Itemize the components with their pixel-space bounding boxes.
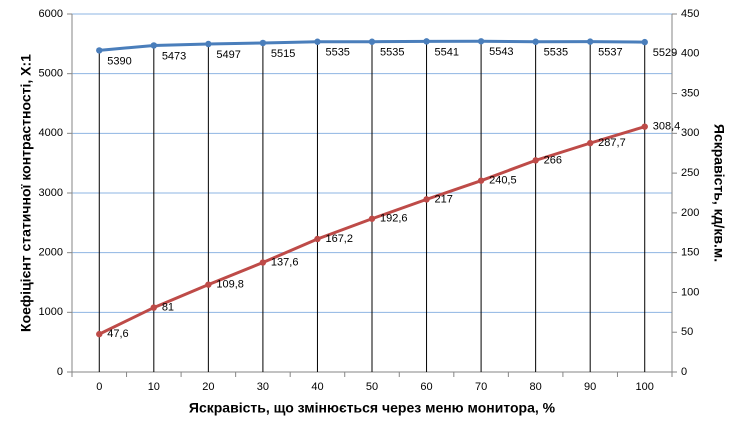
point [423, 196, 430, 203]
y-tick-label: 6000 [39, 8, 63, 20]
y2-tick-label: 50 [681, 326, 693, 338]
data-label: 192,6 [380, 213, 408, 225]
x-tick-label: 80 [530, 381, 542, 393]
y2-tick-label: 200 [681, 207, 699, 219]
point [259, 39, 267, 47]
y-tick-label: 1000 [39, 306, 63, 318]
point [150, 304, 158, 311]
y2-tick-label: 400 [681, 48, 699, 60]
point [641, 123, 648, 130]
point [477, 177, 485, 184]
y-tick-label: 5000 [39, 68, 63, 80]
x-tick-label: 50 [366, 381, 378, 393]
x-tick-label: 30 [257, 381, 269, 393]
y2-tick-label: 0 [681, 366, 687, 378]
y2-tick-label: 300 [681, 127, 699, 139]
data-label: 5497 [216, 49, 240, 61]
data-label: 137,6 [271, 256, 299, 268]
data-label: 217 [435, 193, 453, 205]
y-tick-label: 2000 [39, 247, 63, 259]
x-tick-label: 40 [311, 381, 323, 393]
y2-tick-label: 350 [681, 87, 699, 99]
data-label: 5535 [325, 47, 349, 59]
x-tick-label: 60 [420, 381, 432, 393]
x-tick-label: 0 [96, 381, 102, 393]
data-label: 167,2 [325, 233, 353, 245]
point [586, 139, 594, 147]
data-label: 5390 [107, 55, 131, 67]
x-tick-label: 20 [202, 381, 214, 393]
point [586, 38, 594, 45]
data-label: 287,7 [598, 137, 626, 149]
point [532, 38, 539, 45]
y2-tick-label: 100 [681, 286, 699, 298]
y2-tick-label: 150 [681, 247, 699, 259]
point [205, 40, 212, 48]
point [368, 38, 376, 45]
data-label: 5535 [380, 47, 404, 59]
data-label: 5515 [271, 48, 295, 60]
data-label: 5537 [598, 47, 622, 59]
point [150, 42, 158, 49]
y2-tick-label: 250 [681, 167, 699, 179]
data-label: 5529 [653, 47, 677, 59]
point [96, 330, 103, 338]
point [205, 281, 212, 288]
y-tick-label: 3000 [39, 187, 63, 199]
point [477, 38, 485, 45]
point [259, 259, 267, 266]
point [96, 47, 103, 54]
data-label: 308,4 [653, 121, 681, 133]
x-tick-label: 70 [475, 381, 487, 393]
x-tick-label: 100 [636, 381, 654, 393]
point [368, 215, 376, 222]
data-label: 266 [544, 154, 562, 166]
data-label: 81 [162, 301, 174, 313]
y-axis-title: Коефіцієнт статичної контрастності, Х:1 [18, 54, 34, 332]
data-label: 5473 [162, 50, 186, 62]
data-label: 47,6 [107, 328, 128, 340]
point [314, 38, 321, 45]
y-tick-label: 0 [57, 366, 63, 378]
data-label: 240,5 [489, 175, 517, 187]
point [314, 235, 321, 243]
data-label: 5535 [544, 47, 568, 59]
x-axis-title: Яскравість, що змінюється через меню мон… [189, 400, 556, 416]
y2-tick-label: 450 [681, 8, 699, 20]
x-tick-label: 90 [584, 381, 596, 393]
y-tick-label: 4000 [39, 127, 63, 139]
point [423, 38, 430, 45]
data-label: 5541 [435, 46, 459, 58]
point [532, 157, 539, 164]
y2-axis-title: Яскравість, кд/кв.м. [711, 124, 727, 262]
point [641, 38, 648, 46]
x-tick-label: 10 [148, 381, 160, 393]
data-label: 5543 [489, 46, 513, 58]
data-label: 109,8 [216, 279, 244, 291]
